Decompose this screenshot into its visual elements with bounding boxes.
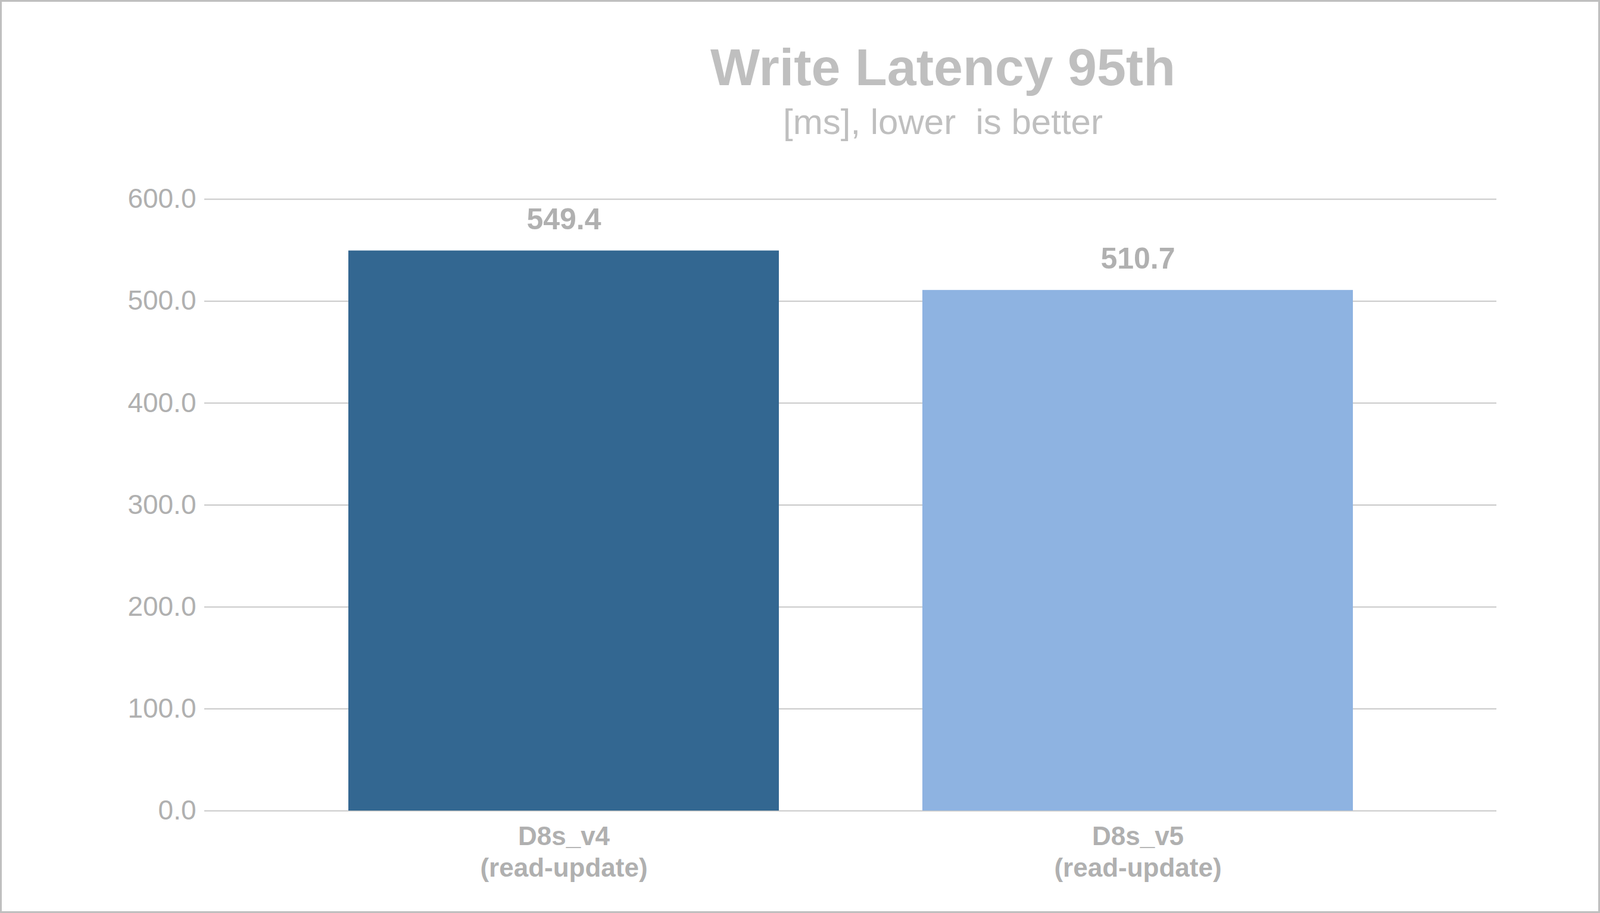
svg-text:D8s_v4(read-update): D8s_v4(read-update): [479, 821, 648, 882]
svg-text:600.0: 600.0: [127, 182, 196, 214]
svg-text:510.7: 510.7: [1100, 241, 1175, 276]
html-text:[ms], lower is better: [ms], lower is better: [783, 101, 1103, 142]
svg-text:200.0: 200.0: [127, 590, 196, 622]
svg-text:300.0: 300.0: [127, 488, 196, 520]
svg-text:500.0: 500.0: [127, 284, 196, 316]
svg-text:D8s_v5(read-update): D8s_v5(read-update): [1053, 821, 1222, 882]
svg-text:0.0: 0.0: [158, 794, 197, 826]
svg-text:100.0: 100.0: [127, 692, 196, 724]
svg-text:549.4: 549.4: [526, 202, 601, 236]
svg-text:400.0: 400.0: [127, 387, 196, 419]
html-text:Write Latency 95th: Write Latency 95th: [710, 37, 1176, 97]
